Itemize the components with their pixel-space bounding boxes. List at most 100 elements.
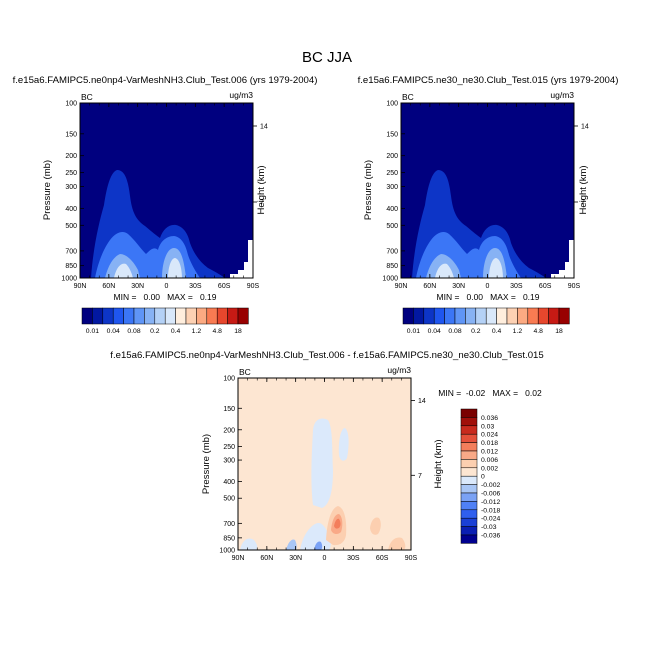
- x-tick-label: 90N: [74, 283, 87, 290]
- panel-3-min-max: MIN = -0.02 MAX = 0.02: [438, 388, 542, 398]
- panel-3: f.e15a6.FAMIPC5.ne0np4-VarMeshNH3.Club_T…: [110, 350, 543, 562]
- colorbar-label: -0.036: [481, 533, 500, 540]
- y-tick-label: 100: [386, 101, 398, 108]
- colorbar-label: 0.04: [428, 328, 441, 335]
- colorbar-swatch: [460, 509, 478, 519]
- y-tick-label: 400: [386, 206, 398, 213]
- colorbar-swatch: [485, 307, 497, 325]
- colorbar-swatch: [460, 475, 478, 485]
- panel-1-colorbar: 0.01 0.04 0.08 0.2 0.4 1.2 4.8 18: [81, 307, 249, 335]
- panel-3-y-axis: 100 150 200 250 300 400 500 700 850 1000: [219, 376, 242, 555]
- y-tick-label: 300: [65, 184, 77, 191]
- colorbar-swatch: [460, 517, 478, 527]
- y-tick-label: 700: [386, 248, 398, 255]
- y-tick-label: 100: [65, 101, 77, 108]
- x-tick-label: 60N: [423, 283, 436, 290]
- panel-3-right-axis: 14 7: [411, 398, 426, 480]
- colorbar-swatch: [444, 307, 456, 325]
- right-tick-label: 7: [260, 199, 264, 206]
- colorbar-swatch: [460, 501, 478, 511]
- colorbar-swatch: [460, 484, 478, 494]
- y-tick-label: 100: [223, 376, 235, 383]
- y-tick-label: 200: [386, 153, 398, 160]
- colorbar-swatch: [92, 307, 104, 325]
- panel-1-right-axis: 14 7: [253, 123, 268, 206]
- colorbar-swatch: [460, 417, 478, 427]
- panel-2-colorbar: 0.01 0.04 0.08 0.2 0.4 1.2 4.8 18: [402, 307, 570, 335]
- colorbar-label: 0.2: [471, 328, 481, 335]
- x-tick-label: 30S: [510, 283, 523, 290]
- panel-3-contour-neg-3: [300, 522, 331, 550]
- colorbar-label: -0.012: [481, 499, 500, 506]
- x-tick-label: 60S: [218, 283, 231, 290]
- y-tick-label: 850: [223, 535, 235, 542]
- colorbar-label: 1.2: [192, 328, 202, 335]
- panel-3-y-axis-label: Pressure (mb): [201, 434, 212, 494]
- x-tick-label: 0: [323, 555, 327, 562]
- panel-3-contour-pos-3: [334, 518, 341, 529]
- panel-3-contour-neg-5: [314, 541, 323, 550]
- colorbar-swatch: [454, 307, 466, 325]
- colorbar-swatch: [123, 307, 135, 325]
- panel-1-y-axis: 100 150 200 250 300 400 500 700 850 1000: [61, 101, 84, 283]
- x-tick-label: 60S: [539, 283, 552, 290]
- y-tick-label: 400: [65, 206, 77, 213]
- colorbar-swatch: [460, 459, 478, 469]
- panel-3-contour-neg-2: [338, 428, 349, 461]
- panel-3-contour-pos-5: [388, 537, 406, 550]
- colorbar-swatch: [460, 408, 478, 418]
- colorbar-swatch: [144, 307, 156, 325]
- y-tick-label: 150: [386, 131, 398, 138]
- panel-3-left-label: BC: [239, 367, 251, 377]
- x-tick-label: 30N: [452, 283, 465, 290]
- right-tick-label: 7: [581, 199, 585, 206]
- colorbar-label: 0.036: [481, 415, 498, 422]
- colorbar-label: 0.08: [127, 328, 140, 335]
- colorbar-label: 0.018: [481, 440, 498, 447]
- panel-3-colorbar: 0.0360.030.0240.0180.0120.0060.0020-0.00…: [460, 408, 500, 544]
- panel-2-mask: [551, 240, 574, 278]
- colorbar-swatch: [206, 307, 218, 325]
- x-tick-label: 30S: [347, 555, 360, 562]
- colorbar-label: 0.01: [86, 328, 99, 335]
- colorbar-swatch: [237, 307, 249, 325]
- panel-1-title: f.e15a6.FAMIPC5.ne0np4-VarMeshNH3.Club_T…: [13, 75, 318, 86]
- x-tick-label: 60N: [260, 555, 273, 562]
- panel-3-contours: [240, 418, 406, 550]
- y-tick-label: 500: [386, 223, 398, 230]
- colorbar-swatch: [112, 307, 124, 325]
- colorbar-swatch: [465, 307, 477, 325]
- colorbar-label: 4.8: [212, 328, 222, 335]
- colorbar-swatch: [81, 307, 93, 325]
- colorbar-swatch: [537, 307, 549, 325]
- panel-1-left-label: BC: [81, 92, 93, 102]
- colorbar-swatch: [460, 425, 478, 435]
- y-tick-label: 250: [386, 170, 398, 177]
- y-tick-label: 200: [223, 427, 235, 434]
- colorbar-swatch: [517, 307, 529, 325]
- colorbar-label: -0.03: [481, 524, 497, 531]
- colorbar-label: 0.04: [107, 328, 120, 335]
- colorbar-swatch: [227, 307, 239, 325]
- colorbar-swatch: [216, 307, 228, 325]
- right-tick-label: 14: [260, 123, 268, 130]
- panel-3-contour-neg-1: [311, 418, 333, 508]
- y-tick-label: 300: [386, 184, 398, 191]
- y-tick-label: 500: [65, 223, 77, 230]
- panel-1: f.e15a6.FAMIPC5.ne0np4-VarMeshNH3.Club_T…: [13, 75, 318, 335]
- panel-2-x-axis: 90N 60N 30N 0 30S 60S 90S: [395, 103, 581, 290]
- y-tick-label: 700: [65, 248, 77, 255]
- panel-3-contour-neg-6: [240, 538, 258, 550]
- panel-3-right-axis-label: Height (km): [433, 439, 444, 488]
- panel-3-units-label: ug/m3: [387, 365, 411, 375]
- panel-3-contour-neg-4: [286, 539, 297, 550]
- y-tick-label: 700: [223, 521, 235, 528]
- colorbar-swatch: [423, 307, 435, 325]
- x-tick-label: 90N: [232, 555, 245, 562]
- panel-2-units-label: ug/m3: [550, 90, 574, 100]
- colorbar-swatch: [460, 433, 478, 443]
- x-tick-label: 30N: [131, 283, 144, 290]
- y-tick-label: 500: [223, 496, 235, 503]
- colorbar-swatch: [402, 307, 414, 325]
